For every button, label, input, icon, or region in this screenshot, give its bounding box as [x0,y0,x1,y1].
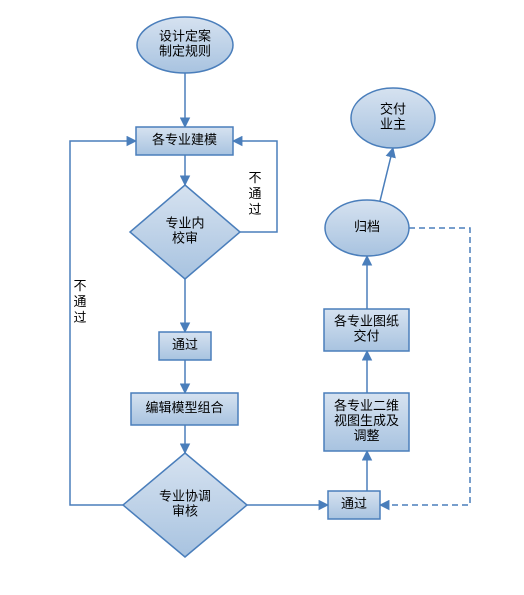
node-edit-text: 编辑模型组合 [145,400,223,415]
node-gen2d-text: 各专业二维 [334,398,399,413]
label-fail2: 不 [73,278,86,293]
node-owner-text: 业主 [380,116,406,131]
node-review2-text: 专业协调 [159,488,211,503]
edge-archive-pass2 [380,228,470,505]
node-deliverdoc-text: 各专业图纸 [334,313,399,328]
node-gen2d-text: 调整 [353,428,379,443]
label-fail1: 不 [248,170,261,185]
label-fail2: 通 [73,294,86,309]
node-start-text: 制定规则 [159,43,211,58]
node-review1-text: 校审 [172,230,198,245]
node-review2-text: 审核 [172,503,198,518]
node-review1-text: 专业内 [165,215,204,230]
label-fail1: 通 [248,186,261,201]
edge-archive-owner [380,148,393,201]
node-pass1-text: 通过 [172,337,198,352]
node-archive-text: 归档 [354,219,380,234]
label-fail1: 过 [248,202,261,217]
flowchart-canvas: 设计定案制定规则各专业建模专业内校审通过编辑模型组合专业协调审核通过各专业二维视… [0,0,524,595]
node-start-text: 设计定案 [159,28,211,43]
node-model-text: 各专业建模 [152,132,217,147]
node-gen2d-text: 视图生成及 [334,413,399,428]
node-pass2-text: 通过 [341,496,367,511]
label-fail2: 过 [73,310,86,325]
node-deliverdoc-text: 交付 [353,328,379,343]
node-owner-text: 交付 [380,101,406,116]
